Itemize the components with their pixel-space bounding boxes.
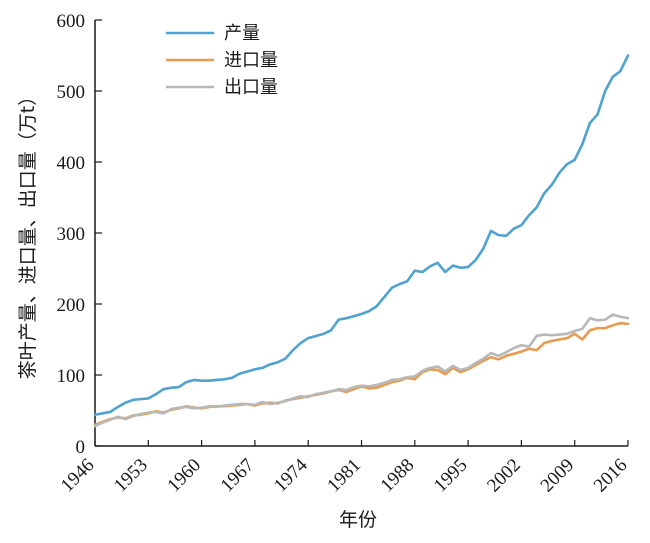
y-tick-label: 600 bbox=[57, 11, 86, 32]
legend-label: 产量 bbox=[224, 23, 260, 44]
x-tick-label: 1953 bbox=[110, 455, 152, 497]
y-tick-label: 200 bbox=[57, 295, 86, 316]
y-axis-label: 茶叶产量、进口量、出口量（万t） bbox=[17, 87, 39, 379]
y-ticks: 0 100 200 300 400 500 600 bbox=[57, 11, 102, 458]
y-tick-label: 300 bbox=[57, 224, 86, 245]
x-tick-label: 2009 bbox=[537, 455, 579, 497]
series-line-3 bbox=[93, 313, 630, 428]
series-line-1 bbox=[93, 54, 630, 417]
x-tick-label: 1981 bbox=[323, 455, 365, 497]
y-tick-label: 0 bbox=[76, 437, 86, 458]
series-lines bbox=[93, 54, 630, 428]
x-tick-label: 2002 bbox=[483, 455, 525, 497]
x-tick-label: 1974 bbox=[270, 454, 312, 496]
x-ticks: 1946 1953 1960 1967 1974 1981 1988 1995 2002 2009… bbox=[57, 440, 632, 496]
y-tick-label: 100 bbox=[57, 366, 86, 387]
x-tick-label: 1988 bbox=[377, 455, 419, 497]
x-tick-label: 1967 bbox=[217, 455, 259, 497]
legend-label: 出口量 bbox=[224, 77, 278, 98]
x-axis-label: 年份 bbox=[339, 509, 377, 531]
legend-label: 进口量 bbox=[224, 50, 278, 71]
axes bbox=[94, 20, 628, 447]
x-tick-label: 1995 bbox=[430, 455, 472, 497]
x-tick-label: 2016 bbox=[590, 455, 632, 497]
x-tick-label: 1960 bbox=[163, 455, 205, 497]
y-tick-label: 500 bbox=[57, 82, 86, 103]
y-tick-label: 400 bbox=[57, 153, 86, 174]
x-tick-label: 1946 bbox=[57, 455, 99, 497]
